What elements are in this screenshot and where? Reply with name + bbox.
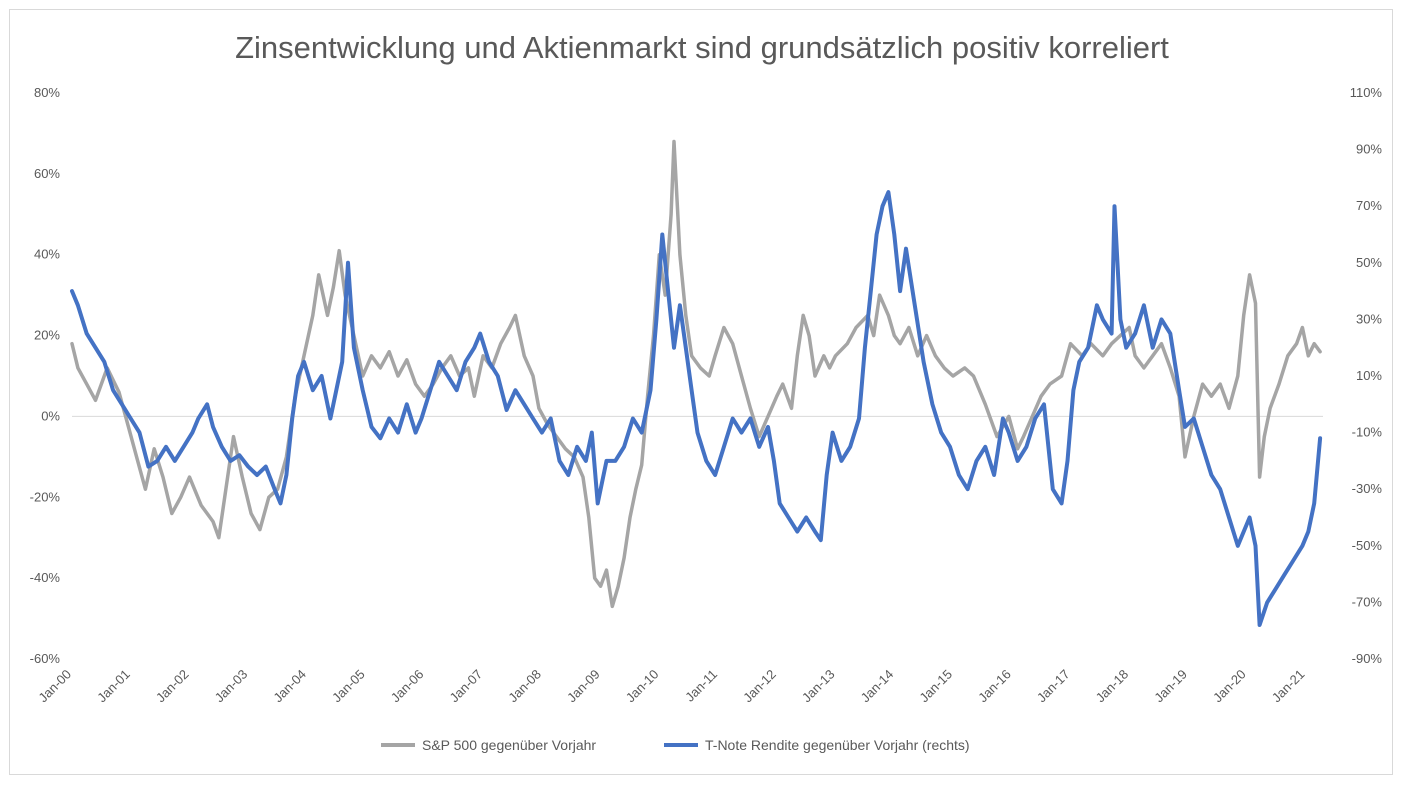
x-tick-label: Jan-00 [35,667,74,706]
left-tick-label: -60% [30,651,61,666]
right-tick-label: 70% [1356,198,1382,213]
legend-label: T-Note Rendite gegenüber Vorjahr (rechts… [705,737,970,753]
right-tick-label: 110% [1350,85,1383,100]
x-axis: Jan-00 Jan-01 Jan-02 Jan-03 Jan-04 Jan-05 Jan-… [35,667,1307,706]
chart-title: Zinsentwicklung und Aktienmarkt sind gru… [235,30,1169,65]
right-tick-label: 30% [1356,311,1382,326]
left-tick-label: 60% [34,166,60,181]
x-tick-label: Jan-08 [505,667,544,706]
right-tick-label: 10% [1356,368,1382,383]
right-tick-label: -30% [1352,481,1383,496]
x-tick-label: Jan-21 [1269,667,1308,706]
x-tick-label: Jan-02 [153,667,192,706]
left-tick-label: -20% [30,489,61,504]
series-line-tnote [70,190,1323,627]
right-axis: 110% 90% 70% 50% 30% 10% -10% -30% -50% -70% -90% [1350,85,1383,666]
x-tick-label: Jan-19 [1151,667,1190,706]
x-tick-label: Jan-06 [388,667,427,706]
left-tick-label: 40% [34,247,60,262]
x-tick-label: Jan-11 [682,667,720,705]
x-tick-label: Jan-20 [1210,667,1249,706]
x-tick-label: Jan-18 [1093,667,1132,706]
series-layer [70,139,1323,627]
chart-svg: Zinsentwicklung und Aktienmarkt sind gru… [30,30,1383,753]
x-tick-label: Jan-12 [740,667,779,706]
chart-frame: Zinsentwicklung und Aktienmarkt sind gru… [9,9,1393,775]
left-tick-label: 0% [41,408,60,423]
x-tick-label: Jan-13 [799,667,838,706]
x-tick-label: Jan-07 [447,667,486,706]
x-tick-label: Jan-17 [1034,667,1073,706]
series-line-sp500 [70,139,1322,609]
right-tick-label: 90% [1356,142,1382,157]
left-tick-label: -40% [30,570,61,585]
legend: S&P 500 gegenüber Vorjahr T-Note Rendite … [381,737,970,753]
x-tick-label: Jan-14 [858,667,897,706]
x-tick-label: Jan-16 [975,667,1014,706]
right-tick-label: -90% [1352,651,1383,666]
x-tick-label: Jan-04 [270,667,309,706]
right-tick-label: -70% [1352,594,1383,609]
right-tick-label: -10% [1352,425,1383,440]
x-tick-label: Jan-10 [623,667,662,706]
legend-label: S&P 500 gegenüber Vorjahr [422,737,596,753]
x-tick-label: Jan-05 [329,667,368,706]
x-tick-label: Jan-03 [212,667,251,706]
left-axis: 80% 60% 40% 20% 0% -20% -40% -60% [30,85,61,666]
left-tick-label: 20% [34,328,60,343]
x-tick-label: Jan-09 [564,667,603,706]
right-tick-label: -50% [1352,538,1383,553]
left-tick-label: 80% [34,85,60,100]
x-tick-label: Jan-01 [94,667,133,706]
right-tick-label: 50% [1356,255,1382,270]
x-tick-label: Jan-15 [916,667,955,706]
